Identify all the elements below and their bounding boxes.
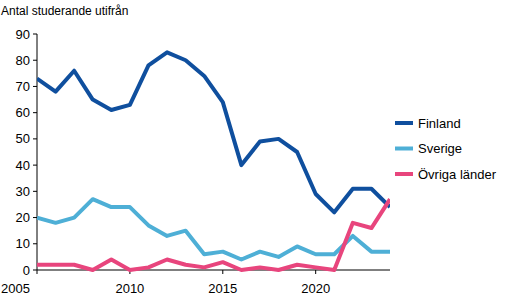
y-tick	[33, 138, 37, 139]
x-tick	[222, 270, 223, 274]
x-tick-label: 2010	[115, 281, 144, 296]
y-tick-label: 50	[16, 131, 30, 146]
y-tick-label: 60	[16, 105, 30, 120]
y-tick-label: 90	[16, 27, 30, 42]
y-tick	[33, 243, 37, 244]
legend-swatch	[395, 121, 413, 125]
chart-svg: Antal studerande utifrån 0 10 20 30 40 50 60 70 8…	[0, 0, 514, 299]
x-tick-label: 2015	[208, 281, 237, 296]
title: Antal studerande utifrån	[1, 4, 128, 18]
legend-label: Sverige	[418, 141, 462, 156]
y-tick-label: 10	[16, 236, 30, 251]
legend-label: Övriga länder	[418, 167, 497, 182]
legend-label: Finland	[418, 116, 461, 131]
y-tick	[33, 270, 37, 271]
x-tick	[37, 270, 38, 274]
y-tick	[33, 112, 37, 113]
plot-lines	[37, 52, 390, 270]
y-tick	[33, 34, 37, 35]
y-tick	[33, 191, 37, 192]
y-tick-label: 70	[16, 79, 30, 94]
y-tick	[33, 60, 37, 61]
series-line	[37, 199, 390, 270]
y-tick	[33, 165, 37, 166]
series-line	[37, 52, 390, 212]
y-tick-label: 30	[16, 184, 30, 199]
y-tick-label: 80	[16, 53, 30, 68]
x-tick-label: 2020	[301, 281, 330, 296]
y-axis	[37, 34, 38, 270]
series-line	[37, 199, 390, 259]
y-tick-label: 40	[16, 158, 30, 173]
y-tick	[33, 86, 37, 87]
x-tick	[315, 270, 316, 274]
y-tick-label: 0	[23, 263, 30, 278]
chart-root: Antal studerande utifrån 0 10 20 30 40 50 60 70 8…	[0, 0, 514, 299]
x-tick-label: 2005	[1, 281, 30, 296]
legend-swatch	[395, 147, 413, 151]
y-tick-label: 20	[16, 210, 30, 225]
y-tick	[33, 217, 37, 218]
legend-swatch	[395, 172, 413, 176]
